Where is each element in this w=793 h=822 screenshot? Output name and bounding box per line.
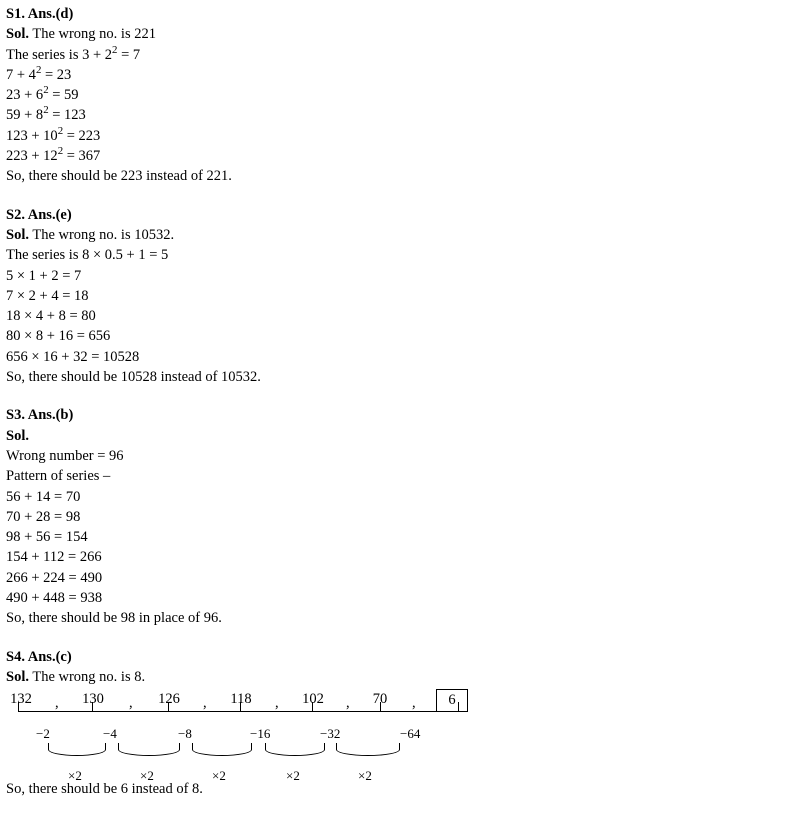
s3-line: 98 + 56 = 154 — [6, 527, 787, 547]
text: The wrong no. is 8. — [29, 669, 145, 685]
series-number: 118 — [226, 689, 256, 709]
text: The series is 3 + 2 — [6, 47, 112, 63]
s1-line: The series is 3 + 22 = 7 — [6, 45, 787, 65]
s1-line: 59 + 82 = 123 — [6, 105, 787, 125]
sol-label: Sol. — [6, 669, 29, 685]
text: 7 + 4 — [6, 67, 36, 83]
series-number: 6 — [436, 689, 468, 711]
s3-line: 490 + 448 = 938 — [6, 588, 787, 608]
mult-label: ×2 — [68, 767, 82, 785]
diff-label: −8 — [178, 725, 192, 743]
text: 59 + 8 — [6, 107, 43, 123]
s4-header: S4. Ans.(c) — [6, 647, 787, 667]
s2-line: 18 × 4 + 8 = 80 — [6, 306, 787, 326]
s3-line: So, there should be 98 in place of 96. — [6, 608, 787, 628]
s1-line: Sol. The wrong no. is 221 — [6, 24, 787, 44]
text: = 59 — [49, 87, 79, 103]
mult-label: ×2 — [140, 767, 154, 785]
series-number: 132 — [6, 689, 36, 709]
text: = 23 — [41, 67, 71, 83]
text: The wrong no. is 221 — [29, 26, 156, 42]
sol-label: Sol. — [6, 426, 787, 446]
diff-label: −64 — [400, 725, 420, 743]
s2-line: The series is 8 × 0.5 + 1 = 5 — [6, 245, 787, 265]
s2-line: So, there should be 10528 instead of 105… — [6, 367, 787, 387]
mult-label: ×2 — [212, 767, 226, 785]
diff-label: −16 — [250, 725, 270, 743]
mult-label: ×2 — [358, 767, 372, 785]
s2-line: 656 × 16 + 32 = 10528 — [6, 347, 787, 367]
solution-s2: S2. Ans.(e) Sol. The wrong no. is 10532.… — [6, 205, 787, 388]
s2-line: 80 × 8 + 16 = 656 — [6, 326, 787, 346]
s3-line: 154 + 112 = 266 — [6, 547, 787, 567]
s2-line: Sol. The wrong no. is 10532. — [6, 225, 787, 245]
sol-label: Sol. — [6, 26, 29, 42]
s1-line: 123 + 102 = 223 — [6, 126, 787, 146]
solution-s4: S4. Ans.(c) Sol. The wrong no. is 8. 132… — [6, 647, 787, 800]
text: = 7 — [117, 47, 140, 63]
series-number: 130 — [78, 689, 108, 709]
s3-line: Wrong number = 96 — [6, 446, 787, 466]
s4-line: Sol. The wrong no. is 8. — [6, 667, 787, 687]
diff-label: −4 — [103, 725, 117, 743]
s3-line: Pattern of series – — [6, 466, 787, 486]
s3-line: 266 + 224 = 490 — [6, 568, 787, 588]
series-diagram: 132,130,126,118,102,70,6−2−4−8−16−32−64×… — [6, 689, 476, 779]
s1-line: 23 + 62 = 59 — [6, 85, 787, 105]
s1-line: 7 + 42 = 23 — [6, 65, 787, 85]
s3-line: 70 + 28 = 98 — [6, 507, 787, 527]
series-number: 126 — [154, 689, 184, 709]
s2-line: 5 × 1 + 2 = 7 — [6, 266, 787, 286]
diff-label: −2 — [36, 725, 50, 743]
text: = 223 — [63, 128, 100, 144]
s1-header: S1. Ans.(d) — [6, 4, 787, 24]
s2-header: S2. Ans.(e) — [6, 205, 787, 225]
mult-label: ×2 — [286, 767, 300, 785]
solution-s1: S1. Ans.(d) Sol. The wrong no. is 221 Th… — [6, 4, 787, 187]
s1-line: 223 + 122 = 367 — [6, 146, 787, 166]
series-number: 102 — [298, 689, 328, 709]
text: 223 + 12 — [6, 148, 58, 164]
text: = 123 — [49, 107, 86, 123]
s1-line: So, there should be 223 instead of 221. — [6, 166, 787, 186]
s3-header: S3. Ans.(b) — [6, 405, 787, 425]
diff-label: −32 — [320, 725, 340, 743]
text: 23 + 6 — [6, 87, 43, 103]
text: = 367 — [63, 148, 100, 164]
text: 123 + 10 — [6, 128, 58, 144]
sol-label: Sol. — [6, 227, 29, 243]
text: The wrong no. is 10532. — [29, 227, 174, 243]
s3-line: 56 + 14 = 70 — [6, 487, 787, 507]
s2-line: 7 × 2 + 4 = 18 — [6, 286, 787, 306]
solution-s3: S3. Ans.(b) Sol. Wrong number = 96 Patte… — [6, 405, 787, 628]
